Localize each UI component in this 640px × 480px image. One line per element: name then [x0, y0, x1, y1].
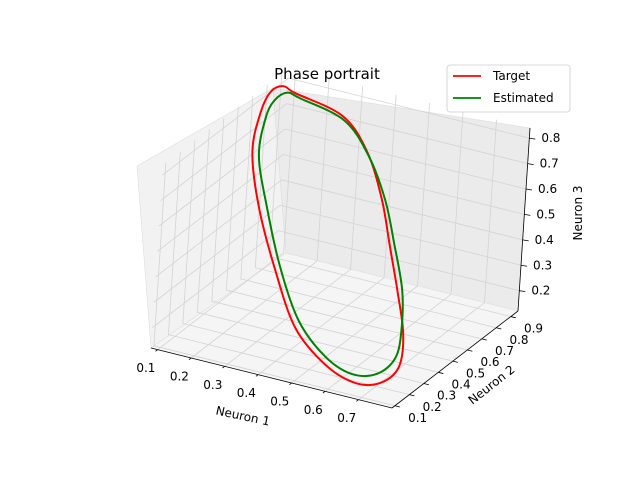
y-tick-label: 0.9	[524, 322, 543, 336]
z-tick-mark	[529, 137, 536, 140]
x-tick-label: 0.4	[237, 386, 256, 400]
legend-estimated-label: Estimated	[493, 91, 554, 105]
y-tick-label: 0.8	[509, 333, 528, 347]
z-tick-label: 0.4	[535, 233, 554, 247]
y-tick-mark	[438, 371, 444, 374]
y-tick-mark	[467, 349, 473, 352]
z-tick-label: 0.2	[531, 284, 550, 298]
x-tick-label: 0.2	[170, 369, 189, 383]
y-tick-mark	[409, 394, 415, 397]
chart-title: Phase portrait	[274, 65, 380, 83]
x-tick-label: 0.5	[270, 394, 289, 408]
y-tick-mark	[452, 360, 458, 363]
x-tick-mark	[188, 357, 192, 360]
z-tick-label: 0.8	[541, 131, 560, 145]
y-tick-mark	[481, 338, 487, 341]
z-tick-label: 0.6	[538, 182, 557, 196]
y-tick-label: 0.2	[423, 400, 442, 414]
z-gridline	[153, 204, 522, 303]
legend-target-label: Target	[492, 69, 530, 83]
z-tick-mark	[525, 188, 533, 191]
series-lines	[251, 85, 405, 386]
z-tick-mark	[527, 163, 534, 165]
x-tick-label: 0.3	[203, 378, 222, 392]
y-tick-label: 0.5	[466, 366, 485, 380]
x-tick-mark	[356, 399, 359, 402]
y-tick-label: 0.3	[437, 389, 456, 403]
series-line-target	[251, 85, 405, 386]
x-axis-label: Neuron 1	[214, 404, 271, 429]
z-gridline	[160, 103, 528, 201]
series-line-estimated	[257, 91, 404, 377]
tick-labels: 0.10.20.30.40.50.60.7 0.10.20.30.40.50.60…	[136, 131, 560, 425]
y-tick-mark	[394, 405, 401, 408]
y-tick-label: 0.7	[495, 344, 514, 358]
y-tick-mark	[510, 316, 516, 319]
grid-lines	[152, 69, 530, 407]
y-tick-mark	[496, 327, 502, 330]
z-tick-label: 0.7	[540, 157, 559, 171]
z-tick-mark	[524, 214, 531, 216]
z-axis-label: Neuron 3	[571, 185, 585, 240]
x-tick-label: 0.6	[304, 403, 323, 417]
x-tick-mark	[222, 366, 225, 369]
x-tick-mark	[289, 382, 292, 385]
x-tick-mark	[155, 349, 158, 352]
x-tick-mark	[255, 374, 259, 377]
z-tick-label: 0.3	[533, 258, 552, 272]
z-gridline	[162, 77, 530, 176]
z-gridline	[158, 128, 527, 227]
z-axis-line	[517, 127, 531, 312]
z-gridline	[157, 153, 525, 252]
x-tick-label: 0.7	[337, 411, 356, 425]
z-tick-label: 0.5	[536, 207, 555, 221]
z-tick-mark	[520, 264, 528, 267]
z-tick-mark	[522, 239, 529, 242]
x-tick-label: 0.1	[136, 361, 155, 375]
z-gridline	[152, 230, 520, 328]
legend: Target Estimated	[446, 64, 571, 113]
y-tick-label: 0.1	[408, 411, 427, 425]
x-tick-mark	[322, 391, 326, 394]
z-tick-mark	[519, 290, 526, 293]
y-tick-label: 0.6	[480, 355, 499, 369]
y-tick-label: 0.4	[452, 377, 471, 391]
z-gridline	[155, 179, 523, 278]
y-axis-line	[391, 310, 519, 409]
y-tick-mark	[423, 383, 429, 386]
